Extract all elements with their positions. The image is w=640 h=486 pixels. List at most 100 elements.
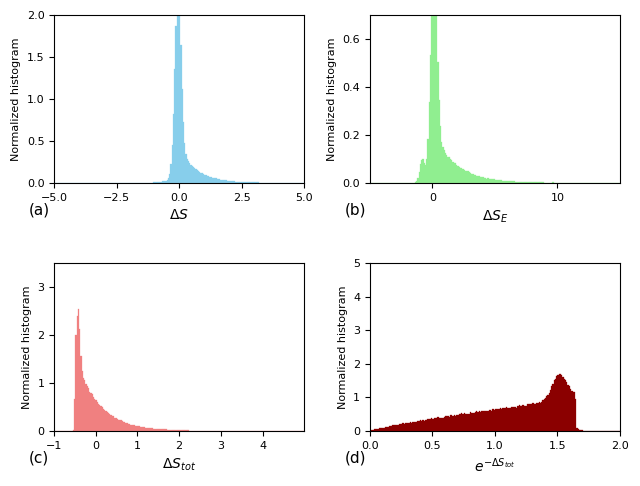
Bar [452,416,454,431]
Bar [125,422,127,431]
Bar [186,154,187,183]
Bar [467,171,468,183]
Bar [156,429,157,431]
Bar [569,386,570,431]
Bar [536,403,538,431]
Bar [86,386,88,431]
Bar [400,424,401,431]
Bar [527,182,529,183]
Bar [532,403,534,431]
Bar [249,182,250,183]
Bar [525,182,526,183]
Bar [183,122,184,183]
Bar [394,425,395,431]
Bar [434,418,435,431]
Bar [173,430,174,431]
Bar [191,166,193,183]
Bar [214,178,216,183]
Bar [165,181,166,183]
Bar [104,411,106,431]
Bar [108,413,109,431]
Bar [175,26,177,183]
Bar [141,427,143,431]
Bar [486,411,488,431]
Bar [182,89,183,183]
Bar [431,418,433,431]
Bar [513,407,514,431]
Bar [446,416,447,431]
Bar [408,423,409,431]
Bar [573,392,575,431]
Bar [488,411,489,431]
Bar [396,425,397,431]
Bar [490,410,492,431]
Bar [435,418,436,431]
Bar [154,182,156,183]
Bar [74,399,76,431]
Bar [115,418,116,431]
Bar [451,160,452,183]
Bar [493,410,495,431]
Bar [216,178,217,183]
Bar [100,406,102,431]
Bar [532,182,534,183]
Bar [420,164,421,183]
Bar [81,356,82,431]
Bar [419,172,420,183]
Bar [535,404,536,431]
Bar [421,421,422,431]
X-axis label: $\Delta S$: $\Delta S$ [169,208,189,222]
Text: (b): (b) [344,202,366,217]
Bar [106,412,107,431]
Bar [461,414,463,431]
Bar [150,428,152,431]
Bar [248,182,249,183]
Bar [499,180,500,183]
Bar [559,374,560,431]
Bar [177,0,178,183]
Bar [83,378,84,431]
Bar [474,413,475,431]
Bar [576,429,577,431]
Y-axis label: Normalized histogram: Normalized histogram [327,37,337,161]
Bar [403,423,404,431]
Bar [564,379,565,431]
Bar [166,180,168,183]
Bar [484,178,485,183]
Bar [156,182,157,183]
Bar [159,429,161,431]
Bar [451,415,452,431]
Bar [230,181,232,183]
Bar [522,404,524,431]
Bar [481,177,483,183]
Bar [212,178,213,183]
Bar [165,430,166,431]
Bar [500,408,501,431]
Bar [466,171,467,183]
Bar [89,392,90,431]
Bar [455,163,456,183]
Bar [434,0,435,183]
Bar [98,404,99,431]
Bar [536,182,538,183]
Bar [416,181,417,183]
Bar [543,400,544,431]
Bar [79,329,81,431]
Bar [476,412,477,431]
Bar [424,163,425,183]
Bar [180,430,182,431]
Bar [580,430,581,431]
Bar [118,420,119,431]
Bar [97,402,98,431]
Bar [238,182,239,183]
Bar [169,430,170,431]
Bar [161,430,162,431]
Y-axis label: Normalized histogram: Normalized histogram [11,37,21,161]
Bar [510,181,511,183]
Bar [243,182,244,183]
Bar [163,430,164,431]
Bar [508,181,509,183]
Bar [468,173,470,183]
Bar [471,174,472,183]
Bar [242,182,243,183]
